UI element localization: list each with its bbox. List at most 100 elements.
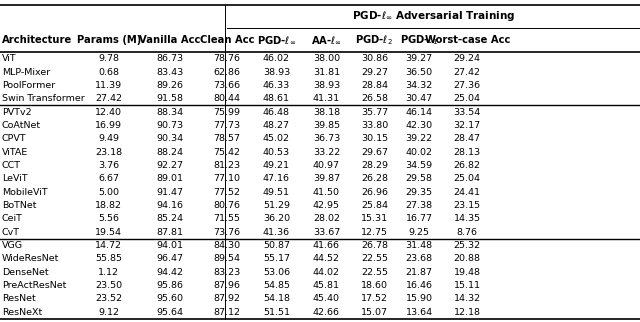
- Text: 85.24: 85.24: [156, 214, 183, 223]
- Text: 31.48: 31.48: [406, 241, 433, 250]
- Text: 94.01: 94.01: [156, 241, 183, 250]
- Text: 12.75: 12.75: [361, 228, 388, 237]
- Text: 20.88: 20.88: [454, 254, 481, 263]
- Text: 27.42: 27.42: [95, 94, 122, 103]
- Text: 39.87: 39.87: [313, 174, 340, 183]
- Text: 77.73: 77.73: [214, 121, 241, 130]
- Text: 49.21: 49.21: [263, 161, 290, 170]
- Text: 33.67: 33.67: [313, 228, 340, 237]
- Text: 29.58: 29.58: [406, 174, 433, 183]
- Text: 14.72: 14.72: [95, 241, 122, 250]
- Text: 26.78: 26.78: [361, 241, 388, 250]
- Text: 9.78: 9.78: [99, 54, 119, 63]
- Text: DenseNet: DenseNet: [2, 268, 49, 277]
- Text: 25.04: 25.04: [454, 94, 481, 103]
- Text: 45.40: 45.40: [313, 294, 340, 303]
- Text: PVTv2: PVTv2: [2, 108, 31, 117]
- Text: 38.00: 38.00: [313, 54, 340, 63]
- Text: 0.68: 0.68: [99, 68, 119, 77]
- Text: 15.31: 15.31: [361, 214, 388, 223]
- Text: 15.90: 15.90: [406, 294, 433, 303]
- Text: 53.06: 53.06: [263, 268, 290, 277]
- Text: 73.66: 73.66: [214, 81, 241, 90]
- Text: 26.96: 26.96: [361, 188, 388, 197]
- Text: 17.52: 17.52: [361, 294, 388, 303]
- Text: 40.53: 40.53: [263, 148, 290, 156]
- Text: 31.81: 31.81: [313, 68, 340, 77]
- Text: 50.87: 50.87: [263, 241, 290, 250]
- Text: 26.28: 26.28: [361, 174, 388, 183]
- Text: CPVT: CPVT: [2, 134, 26, 143]
- Text: 36.73: 36.73: [313, 134, 340, 143]
- Text: Clean Acc: Clean Acc: [200, 35, 255, 45]
- Text: 88.24: 88.24: [156, 148, 183, 156]
- Text: 15.11: 15.11: [454, 281, 481, 290]
- Text: ResNeXt: ResNeXt: [2, 308, 42, 317]
- Text: 75.99: 75.99: [214, 108, 241, 117]
- Text: 73.76: 73.76: [214, 228, 241, 237]
- Text: 36.50: 36.50: [406, 68, 433, 77]
- Text: 28.84: 28.84: [361, 81, 388, 90]
- Text: 89.26: 89.26: [156, 81, 183, 90]
- Text: 42.66: 42.66: [313, 308, 340, 317]
- Text: 28.47: 28.47: [454, 134, 481, 143]
- Text: 86.73: 86.73: [156, 54, 183, 63]
- Text: 62.86: 62.86: [214, 68, 241, 77]
- Text: 51.29: 51.29: [263, 201, 290, 210]
- Text: 16.46: 16.46: [406, 281, 433, 290]
- Text: Architecture: Architecture: [2, 35, 72, 45]
- Text: Worst-case Acc: Worst-case Acc: [424, 35, 510, 45]
- Text: 35.77: 35.77: [361, 108, 388, 117]
- Text: ViTAE: ViTAE: [2, 148, 28, 156]
- Text: 34.59: 34.59: [406, 161, 433, 170]
- Text: 33.80: 33.80: [361, 121, 388, 130]
- Text: 77.10: 77.10: [214, 174, 241, 183]
- Text: 84.30: 84.30: [214, 241, 241, 250]
- Text: PGD-$\ell_2$: PGD-$\ell_2$: [355, 33, 394, 47]
- Text: 51.51: 51.51: [263, 308, 290, 317]
- Text: VGG: VGG: [2, 241, 23, 250]
- Text: 39.85: 39.85: [313, 121, 340, 130]
- Text: 88.34: 88.34: [156, 108, 183, 117]
- Text: 29.35: 29.35: [406, 188, 433, 197]
- Text: 30.15: 30.15: [361, 134, 388, 143]
- Text: 42.95: 42.95: [313, 201, 340, 210]
- Text: 29.24: 29.24: [454, 54, 481, 63]
- Text: 13.64: 13.64: [406, 308, 433, 317]
- Text: BoTNet: BoTNet: [2, 201, 36, 210]
- Text: 26.82: 26.82: [454, 161, 481, 170]
- Text: 23.18: 23.18: [95, 148, 122, 156]
- Text: MLP-Mixer: MLP-Mixer: [2, 68, 50, 77]
- Text: 94.42: 94.42: [156, 268, 183, 277]
- Text: 27.36: 27.36: [454, 81, 481, 90]
- Text: LeViT: LeViT: [2, 174, 28, 183]
- Text: 46.14: 46.14: [406, 108, 433, 117]
- Text: 18.60: 18.60: [361, 281, 388, 290]
- Text: 54.18: 54.18: [263, 294, 290, 303]
- Text: 46.48: 46.48: [263, 108, 290, 117]
- Text: 83.23: 83.23: [214, 268, 241, 277]
- Text: 41.31: 41.31: [313, 94, 340, 103]
- Text: 22.55: 22.55: [361, 254, 388, 263]
- Text: 14.35: 14.35: [454, 214, 481, 223]
- Text: 80.44: 80.44: [214, 94, 241, 103]
- Text: 14.32: 14.32: [454, 294, 481, 303]
- Text: 91.47: 91.47: [156, 188, 183, 197]
- Text: 77.52: 77.52: [214, 188, 241, 197]
- Text: 40.97: 40.97: [313, 161, 340, 170]
- Text: 87.96: 87.96: [214, 281, 241, 290]
- Text: ViT: ViT: [2, 54, 17, 63]
- Text: 15.07: 15.07: [361, 308, 388, 317]
- Text: 78.76: 78.76: [214, 54, 241, 63]
- Text: PreActResNet: PreActResNet: [2, 281, 67, 290]
- Text: 23.50: 23.50: [95, 281, 122, 290]
- Text: 19.54: 19.54: [95, 228, 122, 237]
- Text: 25.84: 25.84: [361, 201, 388, 210]
- Text: 95.86: 95.86: [156, 281, 183, 290]
- Text: 89.01: 89.01: [156, 174, 183, 183]
- Text: 71.55: 71.55: [214, 214, 241, 223]
- Text: ResNet: ResNet: [2, 294, 36, 303]
- Text: 25.04: 25.04: [454, 174, 481, 183]
- Text: 87.81: 87.81: [156, 228, 183, 237]
- Text: 41.66: 41.66: [313, 241, 340, 250]
